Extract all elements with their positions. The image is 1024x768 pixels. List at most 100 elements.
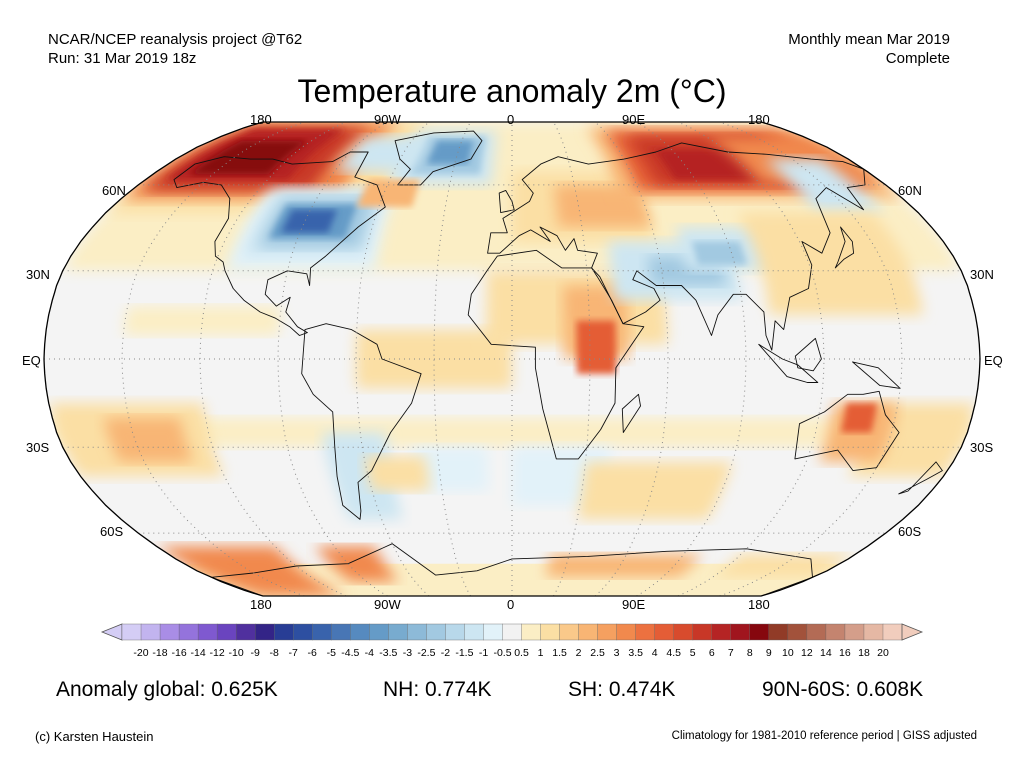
meridian-line [277, 122, 388, 596]
source-label: NCAR/NCEP reanalysis project @T62 [48, 31, 303, 48]
lon-label-bottom-90e: 90E [622, 597, 646, 612]
anomaly-field [48, 122, 976, 596]
lon-label-bottom-0: 0 [507, 597, 515, 612]
coastline-north-america [173, 151, 386, 336]
colorbar-bin [578, 623, 599, 641]
colorbar-tick-label: -8 [270, 647, 279, 659]
colorbar-tick-label: 10 [782, 647, 794, 659]
colorbar-bin [426, 623, 446, 641]
lon-label-top-180w: 180 [250, 112, 272, 127]
lon-label-bottom-180w: 180 [250, 597, 272, 612]
colorbar-bin [331, 623, 351, 641]
lat-label-right-30n: 30N [970, 267, 994, 282]
colorbar-bin [388, 623, 408, 641]
colorbar-arrow-high [901, 623, 924, 641]
lat-label-right-60n: 60N [898, 183, 922, 198]
colorbar-tick-label: -18 [152, 647, 167, 659]
lat-label-left-eq: EQ [22, 353, 41, 368]
colorbar-tick-label: -6 [308, 647, 317, 659]
coastline-africa [467, 249, 645, 460]
coastline-antarctica [211, 543, 813, 596]
colorbar-bin [882, 623, 903, 641]
period-label: Monthly mean Mar 2019 [788, 31, 950, 48]
colorbar-bin [445, 623, 465, 641]
lon-label-top-0: 0 [507, 112, 515, 127]
colorbar-bin [197, 623, 218, 641]
header-left: NCAR/NCEP reanalysis project @T62 Run: 3… [48, 30, 302, 68]
anomaly-patch [840, 403, 878, 433]
colorbar-bin [711, 623, 732, 641]
colorbar-tick-label: 9 [766, 647, 772, 659]
anomaly-patch [103, 417, 194, 462]
colorbar-tick-label: -4 [365, 647, 374, 659]
lat-label-right-eq: EQ [984, 353, 1003, 368]
colorbar-tick-label: 16 [839, 647, 851, 659]
colorbar-bin [464, 623, 484, 641]
colorbar-tick-label: -16 [172, 647, 187, 659]
colorbar-tick-label: 2.5 [590, 647, 605, 659]
colorbar-tick-label: -4.5 [341, 647, 359, 659]
colorbar-tick-label: 0.5 [514, 647, 529, 659]
colorbar-tick-label: 3.5 [628, 647, 643, 659]
lat-label-right-30s: 30S [970, 440, 994, 455]
colorbar-tick-label: -9 [251, 647, 260, 659]
lat-label-right-60s: 60S [898, 524, 922, 539]
colorbar-tick-label: 3 [614, 647, 620, 659]
colorbar-tick-label: -1.5 [455, 647, 473, 659]
colorbar-arrow-low [100, 623, 123, 641]
lon-label-bottom-180e: 180 [748, 597, 770, 612]
colorbar-tick-label: -3 [403, 647, 412, 659]
coastlines [173, 130, 943, 596]
colorbar-tick-label: 5 [690, 647, 696, 659]
colorbar-bin [730, 623, 751, 641]
anomaly-patch [52, 417, 972, 448]
colorbar-bin [787, 623, 808, 641]
meridian-line [636, 122, 747, 596]
colorbar-bin [159, 623, 180, 641]
anomaly-patch [412, 447, 489, 491]
colorbar-bin [635, 623, 656, 641]
coastline-eurasia [487, 142, 866, 351]
colorbar-bin [597, 623, 618, 641]
colorbar-tick-label: -5 [327, 647, 336, 659]
colorbar-bin [293, 623, 313, 641]
colorbar-tick-label: -14 [191, 647, 206, 659]
colorbar-bin [312, 623, 332, 641]
anomaly-patch [712, 553, 856, 578]
lon-label-top-180e: 180 [748, 112, 770, 127]
colorbar-tick-label: 6 [709, 647, 715, 659]
lon-label-top-90w: 90W [374, 112, 401, 127]
stat-global: Anomaly global: 0.625K [56, 678, 278, 701]
climatology-note: Climatology for 1981-2010 reference peri… [671, 730, 977, 742]
colorbar-tick-label: -2.5 [417, 647, 435, 659]
colorbar-tick-label: -0.5 [493, 647, 511, 659]
colorbar-tick-label: 8 [747, 647, 753, 659]
anomaly-patch [314, 546, 399, 582]
colorbar-bin [692, 623, 713, 641]
colorbar-bin [825, 623, 846, 641]
header-right: Monthly mean Mar 2019 Complete [788, 30, 950, 68]
lon-label-bottom-90w: 90W [374, 597, 401, 612]
colorbar-tick-label: 7 [728, 647, 734, 659]
colorbar-tick-label: 2 [576, 647, 582, 659]
colorbar-bin [654, 623, 675, 641]
colorbar-tick-label: -7 [289, 647, 298, 659]
anomaly-patch [356, 179, 421, 207]
stat-sh: SH: 0.474K [568, 678, 676, 701]
colorbar-tick-label: 12 [801, 647, 813, 659]
stat-nh: NH: 0.774K [383, 678, 492, 701]
coastline-greenland [394, 130, 483, 186]
colorbar-bin [274, 623, 294, 641]
colorbar-tick-label: -10 [229, 647, 244, 659]
colorbar-bin [140, 623, 161, 641]
coastline-japan [834, 226, 855, 269]
colorbar-bin [235, 623, 256, 641]
run-label: Run: 31 Mar 2019 18z [48, 50, 197, 67]
colorbar-bin [350, 623, 370, 641]
anomaly-patch [188, 140, 309, 175]
lat-label-left-60s: 60S [100, 524, 124, 539]
anomaly-patch [576, 320, 616, 374]
coastline-south-america [301, 323, 422, 520]
anomaly-patch [281, 209, 338, 233]
